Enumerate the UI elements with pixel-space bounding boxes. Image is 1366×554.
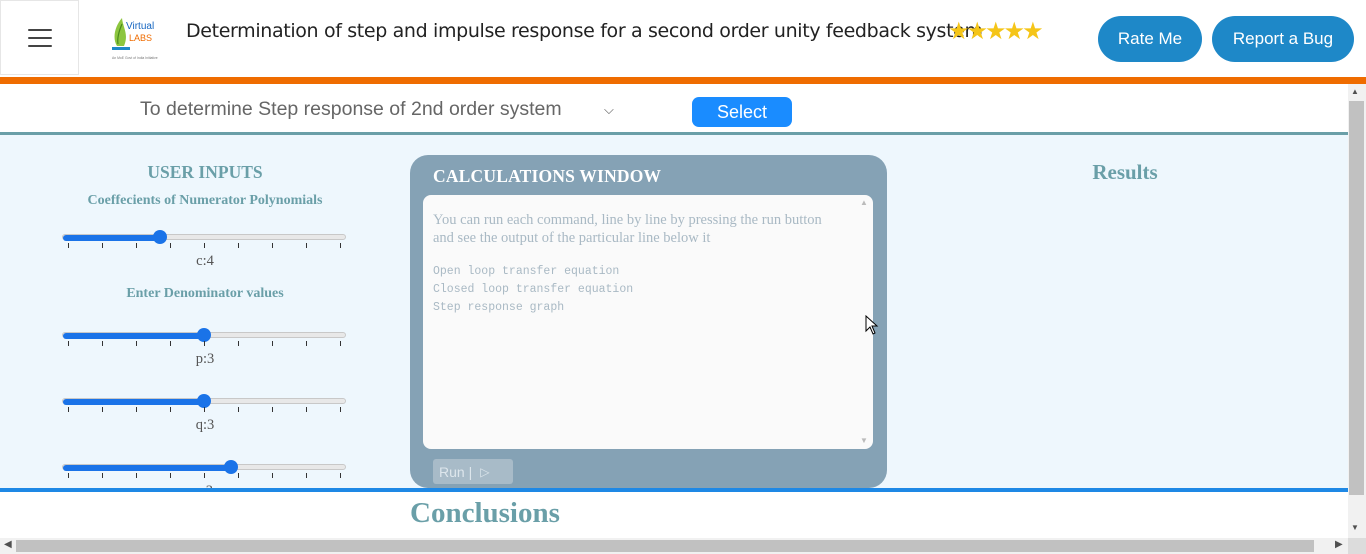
slider-c-thumb[interactable]	[153, 230, 167, 244]
conclusions-heading: Conclusions	[410, 497, 560, 530]
slider-tick	[306, 407, 307, 412]
run-button[interactable]: Run | ▷	[433, 459, 513, 484]
slider-tick	[340, 407, 341, 412]
rate-me-button[interactable]: Rate Me	[1098, 16, 1202, 62]
svg-text:LABS: LABS	[129, 33, 152, 43]
slider-c-fill	[63, 235, 161, 241]
results-heading: Results	[1040, 160, 1210, 185]
slider-tick	[204, 243, 205, 248]
chevron-down-icon[interactable]: ⌵	[604, 102, 614, 118]
slider-tick	[204, 473, 205, 478]
user-inputs-heading: USER INPUTS	[60, 162, 350, 183]
slider-p-value: p:3	[150, 351, 260, 368]
slider-tick	[136, 341, 137, 346]
scroll-down-arrow-icon[interactable]: ▼	[860, 436, 868, 445]
slider-tick	[170, 473, 171, 478]
slider-q-fill	[63, 399, 205, 405]
calculations-window-title: CALCULATIONS WINDOW	[433, 166, 661, 187]
slider-tick	[136, 243, 137, 248]
slider-tick	[238, 407, 239, 412]
slider-tick	[170, 243, 171, 248]
slider-tick	[68, 341, 69, 346]
slider-tick	[306, 473, 307, 478]
numerator-label: Coeffecients of Numerator Polynomials	[60, 193, 350, 209]
conclusions-panel	[0, 492, 1348, 538]
calc-command-line[interactable]: Step response graph	[433, 301, 564, 314]
select-button[interactable]: Select	[692, 97, 792, 127]
slider-tick	[272, 473, 273, 478]
slider-tick	[102, 473, 103, 478]
slider-r-track[interactable]	[62, 464, 346, 470]
slider-tick	[68, 473, 69, 478]
slider-tick	[102, 243, 103, 248]
scroll-right-arrow-icon[interactable]: ▶	[1335, 539, 1343, 550]
slider-q-value: q:3	[150, 417, 260, 434]
svg-text:Virtual: Virtual	[126, 21, 154, 32]
scroll-up-arrow-icon[interactable]: ▲	[860, 198, 868, 207]
slider-c-value: c:4	[150, 253, 260, 270]
denominator-label: Enter Denominator values	[60, 286, 350, 302]
mouse-cursor-icon	[865, 315, 879, 340]
slider-tick	[340, 243, 341, 248]
slider-tick	[170, 407, 171, 412]
results-panel	[887, 135, 1348, 473]
slider-tick	[204, 407, 205, 412]
virtual-labs-logo[interactable]: Virtual LABS An MoE Govt of India Initia…	[108, 12, 158, 64]
slider-tick	[102, 341, 103, 346]
slider-tick	[238, 243, 239, 248]
slider-tick	[204, 341, 205, 346]
header-divider	[0, 77, 1366, 84]
slider-tick	[102, 407, 103, 412]
horizontal-scroll-thumb[interactable]	[16, 540, 1314, 552]
slider-tick	[340, 341, 341, 346]
slider-q-thumb[interactable]	[197, 394, 211, 408]
slider-r-thumb[interactable]	[224, 460, 238, 474]
slider-p-thumb[interactable]	[197, 328, 211, 342]
slider-tick	[306, 243, 307, 248]
slider-tick	[68, 407, 69, 412]
slider-tick	[340, 473, 341, 478]
experiment-dropdown[interactable]: To determine Step response of 2nd order …	[140, 98, 562, 121]
slider-tick	[238, 341, 239, 346]
slider-p-fill	[63, 333, 205, 339]
hamburger-menu-button[interactable]	[0, 0, 79, 75]
slider-c-track[interactable]	[62, 234, 346, 240]
slider-tick	[306, 341, 307, 346]
run-button-label: Run |	[439, 464, 472, 480]
play-icon: ▷	[480, 465, 489, 479]
slider-tick	[170, 341, 171, 346]
vertical-scroll-thumb[interactable]	[1349, 101, 1364, 495]
hamburger-menu-icon	[28, 29, 52, 47]
page-title: Determination of step and impulse respon…	[186, 19, 983, 43]
slider-tick	[68, 243, 69, 248]
scrollbar-corner	[1348, 538, 1366, 554]
slider-tick	[272, 341, 273, 346]
calc-command-line[interactable]: Open loop transfer equation	[433, 265, 619, 278]
slider-r-fill	[63, 465, 232, 471]
scroll-down-arrow-icon[interactable]: ▼	[1351, 523, 1359, 532]
slider-tick	[272, 407, 273, 412]
slider-tick	[272, 243, 273, 248]
calculations-hint: You can run each command, line by line b…	[433, 211, 843, 247]
report-bug-button[interactable]: Report a Bug	[1212, 16, 1354, 62]
calc-command-line[interactable]: Closed loop transfer equation	[433, 283, 633, 296]
scroll-up-arrow-icon[interactable]: ▲	[1351, 87, 1359, 96]
slider-tick	[136, 473, 137, 478]
scroll-left-arrow-icon[interactable]: ◀	[4, 539, 12, 550]
slider-tick	[136, 407, 137, 412]
rating-stars[interactable]: ★★★★★	[948, 19, 1041, 45]
slider-tick	[238, 473, 239, 478]
svg-text:An MoE Govt of India Initiativ: An MoE Govt of India Initiative	[112, 56, 158, 60]
